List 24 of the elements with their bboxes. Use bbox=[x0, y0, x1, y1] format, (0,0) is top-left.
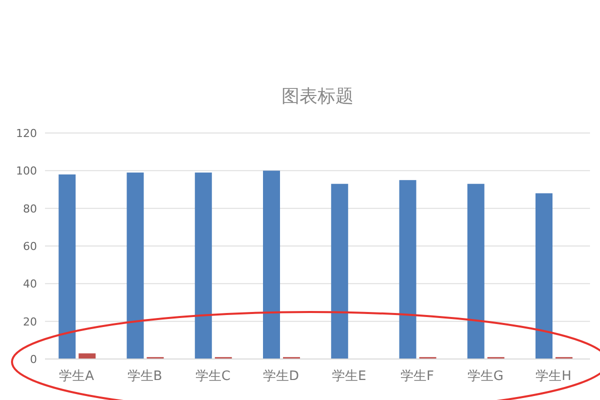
bar bbox=[331, 184, 348, 359]
bar bbox=[126, 172, 144, 359]
bar bbox=[467, 184, 484, 359]
bar bbox=[263, 170, 280, 359]
y-tick-label: 40 bbox=[23, 278, 37, 291]
x-tick-label: 学生C bbox=[195, 369, 230, 384]
x-tick-label: 学生A bbox=[59, 369, 94, 384]
y-tick-label: 20 bbox=[23, 315, 37, 328]
chart-title: 图表标题 bbox=[282, 86, 354, 107]
x-tick-label: 学生D bbox=[262, 369, 300, 384]
y-tick-label: 0 bbox=[30, 353, 37, 366]
x-tick-label: 学生B bbox=[127, 369, 162, 384]
bar bbox=[399, 180, 416, 359]
x-tick-label: 学生F bbox=[400, 369, 434, 384]
x-tick-label: 学生E bbox=[332, 369, 366, 384]
y-tick-label: 120 bbox=[16, 127, 37, 140]
y-tick-label: 100 bbox=[16, 164, 37, 178]
bar bbox=[536, 193, 552, 359]
y-tick-label: 80 bbox=[23, 202, 37, 216]
x-tick-label: 学生G bbox=[467, 369, 504, 384]
bar bbox=[194, 172, 212, 359]
y-tick-label: 60 bbox=[23, 240, 37, 253]
bar bbox=[58, 174, 76, 359]
x-tick-label: 学生H bbox=[536, 369, 572, 384]
